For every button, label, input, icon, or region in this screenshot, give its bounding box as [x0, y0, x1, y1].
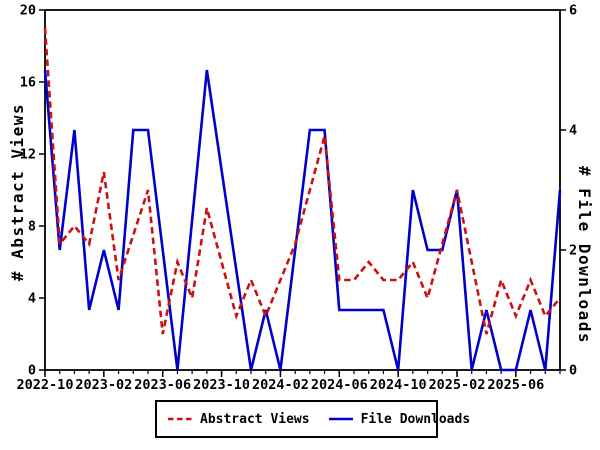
legend-item-file-downloads: File Downloads — [328, 411, 471, 427]
file-downloads-line-sample — [328, 417, 353, 421]
x-tick-label: 2024-10 — [370, 377, 427, 393]
x-tick-label: 2025-06 — [487, 377, 544, 393]
x-tick-label: 2023-02 — [75, 377, 132, 393]
left-axis-tick-label: 0 — [28, 363, 36, 379]
legend-item-abstract-views: Abstract Views — [167, 412, 310, 427]
legend-label-abstract-views: Abstract Views — [200, 411, 310, 427]
right-axis-tick-label: 6 — [569, 3, 577, 19]
abstract-views-line-sample — [168, 417, 192, 421]
x-tick-label: 2022-10 — [17, 377, 74, 393]
left-axis-tick-label: 4 — [28, 291, 36, 307]
x-tick-label: 2023-06 — [134, 377, 191, 393]
left-axis-tick-label: 20 — [20, 3, 36, 19]
left-axis-tick-label: 8 — [28, 219, 36, 235]
right-axis-tick-label: 0 — [569, 363, 577, 379]
right-axis-title: # File Downloads — [575, 165, 594, 345]
x-tick-label: 2024-06 — [311, 377, 368, 393]
legend: Abstract Views File Downloads — [155, 400, 470, 438]
right-axis-tick-label: 4 — [569, 123, 577, 139]
x-tick-label: 2025-02 — [429, 377, 486, 393]
abstract-views-line — [43, 27, 562, 335]
left-axis-tick-label: 12 — [20, 147, 36, 163]
left-axis-title: # Abstract Views — [8, 102, 27, 282]
x-tick-label: 2023-10 — [193, 377, 250, 393]
file-downloads-line — [43, 69, 562, 372]
legend-label-file-downloads: File Downloads — [360, 411, 471, 427]
left-axis-tick-label: 16 — [20, 75, 36, 91]
right-axis-tick-label: 2 — [569, 243, 577, 259]
x-tick-label: 2024-02 — [252, 377, 309, 393]
